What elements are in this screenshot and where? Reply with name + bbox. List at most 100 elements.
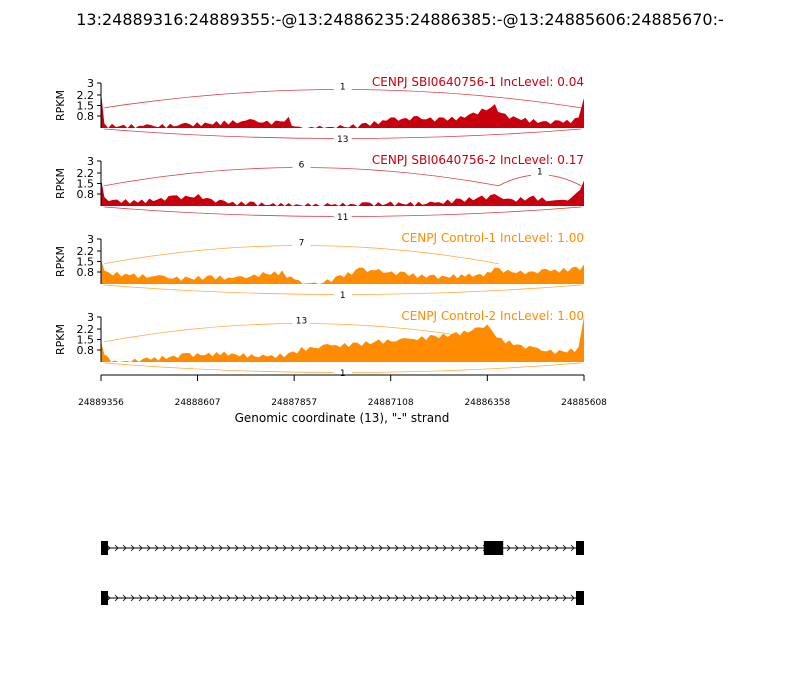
junction-count-bg	[333, 133, 352, 144]
strand-arrow	[186, 544, 191, 552]
strand-arrow	[130, 594, 135, 602]
junction-count-bg	[292, 236, 311, 248]
y-tick-label: 3	[87, 77, 94, 90]
strand-arrow	[170, 594, 175, 602]
strand-arrow	[322, 544, 327, 552]
strand-arrow	[266, 594, 271, 602]
panel-label: CENPJ SBI0640756-1 IncLevel: 0.04	[372, 75, 584, 89]
strand-arrow	[450, 594, 455, 602]
junction-count: 13	[337, 135, 348, 145]
strand-arrow	[314, 544, 319, 552]
y-tick-label: 2.2	[77, 323, 95, 336]
strand-arrow	[210, 594, 215, 602]
strand-arrow	[162, 594, 167, 602]
strand-arrow	[490, 594, 495, 602]
strand-arrow	[402, 594, 407, 602]
strand-arrow	[370, 544, 375, 552]
y-tick-label: 3	[87, 311, 94, 324]
strand-arrow	[570, 544, 575, 552]
isoform-1	[101, 541, 584, 555]
strand-arrow	[258, 544, 263, 552]
strand-arrow	[386, 544, 391, 552]
strand-arrow	[274, 594, 279, 602]
strand-arrow	[562, 594, 567, 602]
strand-arrow	[122, 544, 127, 552]
panel-label: CENPJ SBI0640756-2 IncLevel: 0.17	[372, 153, 584, 167]
strand-arrow	[442, 544, 447, 552]
x-axis: 24889356 24888607 24887857 24887108 24886358…	[78, 374, 607, 408]
strand-arrow	[226, 544, 231, 552]
y-axis-label: RPKM	[54, 246, 67, 277]
strand-arrow	[474, 594, 479, 602]
figure-title: 13:24889316:24889355:-@13:24886235:24886…	[76, 10, 724, 29]
strand-arrow	[482, 594, 487, 602]
strand-arrow	[514, 544, 519, 552]
x-tick-label: 24885608	[561, 398, 607, 408]
strand-arrow	[114, 544, 119, 552]
junction-count-bg	[292, 314, 311, 326]
junction-count: 11	[337, 213, 348, 223]
strand-arrow	[138, 544, 143, 552]
strand-arrow	[522, 594, 527, 602]
strand-arrow	[538, 544, 543, 552]
y-tick-label: 2.2	[77, 245, 95, 258]
strand-arrow	[194, 544, 199, 552]
strand-arrow	[130, 544, 135, 552]
y-axis-label: RPKM	[54, 168, 67, 199]
strand-arrow	[354, 594, 359, 602]
strand-arrow	[178, 544, 183, 552]
strand-arrow	[402, 544, 407, 552]
y-tick-label: 1.5	[77, 178, 95, 191]
strand-arrow	[410, 544, 415, 552]
y-tick-label: 0.8	[77, 344, 95, 357]
junction-count-bg	[530, 165, 549, 177]
strand-arrow	[466, 544, 471, 552]
strand-arrow	[242, 594, 247, 602]
junction-count: 1	[537, 168, 543, 178]
strand-arrow	[202, 544, 207, 552]
strand-arrow	[170, 544, 175, 552]
y-tick-label: 0.8	[77, 110, 95, 123]
strand-arrow	[306, 544, 311, 552]
strand-arrow	[226, 594, 231, 602]
strand-arrow	[362, 544, 367, 552]
strand-arrow	[298, 544, 303, 552]
x-tick-label: 24886358	[464, 398, 510, 408]
strand-arrow	[538, 594, 543, 602]
strand-arrow	[474, 544, 479, 552]
strand-arrow	[210, 544, 215, 552]
panel-3: 7 1 32.21.50.8 RPKM CENPJ Control-1 IncLevel…	[54, 231, 584, 301]
strand-arrow	[418, 544, 423, 552]
y-tick-label: 3	[87, 155, 94, 168]
strand-arrow	[114, 594, 119, 602]
coverage-area	[101, 317, 584, 362]
junction-count-bg	[292, 158, 311, 170]
strand-arrow	[530, 544, 535, 552]
x-tick-label: 24887108	[368, 398, 414, 408]
junction-count: 1	[340, 369, 346, 379]
y-tick-label: 1.5	[77, 100, 95, 113]
junction-count-bg	[333, 80, 352, 92]
strand-arrow	[546, 594, 551, 602]
strand-arrow	[194, 594, 199, 602]
strand-arrow	[330, 594, 335, 602]
junction-count: 7	[299, 238, 305, 248]
strand-arrow	[274, 544, 279, 552]
strand-arrow	[418, 594, 423, 602]
strand-arrow	[378, 594, 383, 602]
strand-arrow	[146, 544, 151, 552]
panel-label: CENPJ Control-1 IncLevel: 1.00	[401, 231, 584, 245]
strand-arrow	[330, 544, 335, 552]
strand-arrow	[298, 594, 303, 602]
isoform-2	[101, 591, 584, 605]
strand-arrow	[370, 594, 375, 602]
coverage-area	[101, 179, 584, 206]
y-tick-label: 0.8	[77, 266, 95, 279]
exon-block	[101, 591, 108, 605]
strand-arrow	[394, 544, 399, 552]
exon-block	[576, 591, 584, 605]
junction-count-bg	[333, 367, 352, 378]
strand-arrow	[458, 594, 463, 602]
